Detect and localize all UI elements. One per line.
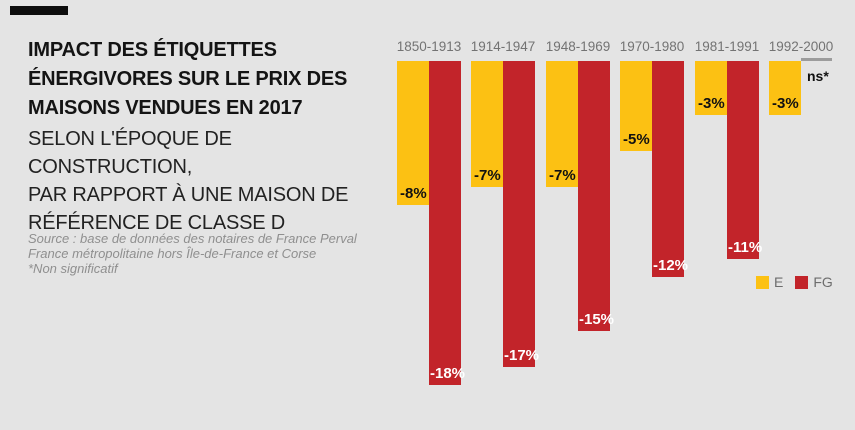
bar-value-label: -7% (474, 167, 501, 184)
bar-e-1981-1991: -3% (695, 61, 727, 115)
legend-label-fg: FG (813, 274, 833, 290)
bar-fg-1970-1980: -12% (652, 61, 688, 277)
category-label: 1970-1980 (619, 39, 685, 54)
source-note: Source : base de données des notaires de… (28, 231, 388, 276)
bar-value-label: -11% (728, 239, 763, 256)
source-line-3: *Non significatif (28, 261, 118, 276)
category-label: 1948-1969 (545, 39, 611, 54)
bar-e-1992-2000: -3% (769, 61, 801, 115)
bar-e-1850-1913: -8% (397, 61, 429, 205)
black-bar (10, 6, 68, 15)
chart-legend: E FG (756, 274, 845, 290)
legend-swatch-e (756, 275, 769, 289)
category-label: 1992-2000 (768, 39, 834, 54)
title-line-3: MAISONS VENDUES EN 2017 (28, 97, 303, 119)
bar-value-label: -3% (772, 95, 799, 112)
bar-value-label: -18% (430, 365, 466, 382)
not-significant-line (801, 58, 832, 61)
not-significant-label: ns* (807, 68, 829, 84)
title-line-2: ÉNERGIVORES SUR LE PRIX DES (28, 68, 348, 90)
source-line-2: France métropolitaine hors Île-de-France… (28, 246, 317, 261)
bar-e-1970-1980: -5% (620, 61, 652, 151)
category-label: 1981-1991 (694, 39, 760, 54)
category-label: 1850-1913 (396, 39, 462, 54)
subtitle-line-1: SELON L'ÉPOQUE DE CONSTRUCTION, (28, 128, 232, 178)
page-title: IMPACT DES ÉTIQUETTES ÉNERGIVORES SUR LE… (28, 36, 388, 123)
bar-value-label: -5% (623, 131, 650, 148)
subtitle-line-2: PAR RAPPORT À UNE MAISON DE (28, 184, 349, 206)
bar-fg-1914-1947: -17% (503, 61, 539, 367)
source-line-1: Source : base de données des notaires de… (28, 231, 357, 246)
legend-label-e: E (774, 274, 784, 290)
page-subtitle: SELON L'ÉPOQUE DE CONSTRUCTION, PAR RAPP… (28, 125, 398, 237)
bar-e-1914-1947: -7% (471, 61, 503, 187)
bar-value-label: -17% (504, 347, 540, 364)
bar-fg-1981-1991: -11% (727, 61, 763, 259)
bar-value-label: -8% (400, 185, 427, 202)
title-line-1: IMPACT DES ÉTIQUETTES (28, 39, 277, 61)
bar-value-label: -15% (579, 311, 615, 328)
bar-fg-1948-1969: -15% (578, 61, 614, 331)
category-label: 1914-1947 (470, 39, 536, 54)
bar-value-label: -7% (549, 167, 576, 184)
bar-e-1948-1969: -7% (546, 61, 578, 187)
bar-value-label: -12% (653, 257, 689, 274)
legend-swatch-fg (795, 275, 809, 289)
bar-fg-1850-1913: -18% (429, 61, 465, 385)
bar-value-label: -3% (698, 95, 725, 112)
subtitle-line-3: RÉFÉRENCE DE CLASSE D (28, 212, 285, 234)
